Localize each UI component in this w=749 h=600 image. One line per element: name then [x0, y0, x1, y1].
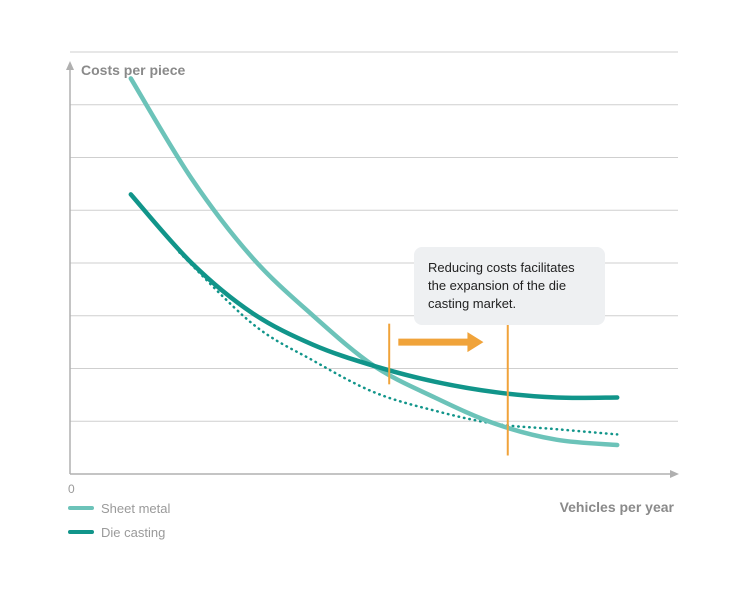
- origin-label: 0: [68, 482, 75, 496]
- annotation-callout: Reducing costs facilitates the expansion…: [414, 247, 605, 325]
- grid-lines: [70, 51, 678, 422]
- arrow-right-icon: [467, 332, 484, 353]
- series-line-sheet-metal: [128, 76, 620, 448]
- axes: Costs per piece Vehicles per year 0: [66, 61, 679, 515]
- y-axis-arrow-icon: [66, 61, 74, 70]
- series-line-die-casting-projection: [178, 251, 619, 436]
- y-axis-label: Costs per piece: [81, 62, 185, 78]
- marker-layer: [388, 323, 509, 456]
- legend-label-die-casting: Die casting: [101, 525, 165, 540]
- x-axis-label: Vehicles per year: [560, 499, 675, 515]
- series-layer: [128, 76, 620, 448]
- series-line-die-casting: [128, 192, 620, 401]
- x-axis-arrow-icon: [670, 470, 679, 478]
- legend-label-sheet-metal: Sheet metal: [101, 501, 170, 516]
- legend: Sheet metal Die casting: [68, 501, 170, 540]
